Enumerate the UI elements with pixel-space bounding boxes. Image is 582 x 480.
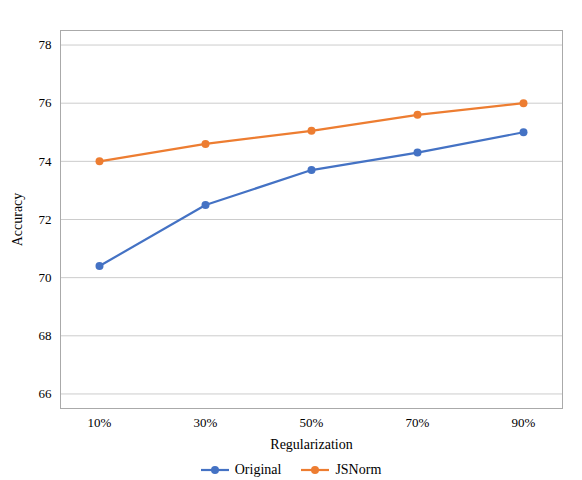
svg-text:70%: 70% <box>406 415 430 430</box>
svg-text:Accuracy: Accuracy <box>10 193 25 247</box>
svg-text:50%: 50% <box>300 415 324 430</box>
svg-text:Regularization: Regularization <box>270 437 352 452</box>
svg-text:70: 70 <box>39 270 52 285</box>
html-text:JSNorm: JSNorm <box>335 462 382 477</box>
svg-text:30%: 30% <box>194 415 218 430</box>
svg-text:78: 78 <box>39 37 52 52</box>
svg-text:72: 72 <box>39 212 52 227</box>
svg-text:66: 66 <box>39 386 53 401</box>
svg-text:90%: 90% <box>512 415 536 430</box>
svg-text:74: 74 <box>39 154 53 169</box>
svg-text:10%: 10% <box>88 415 112 430</box>
svg-text:76: 76 <box>39 95 53 110</box>
html-text:Original: Original <box>234 462 282 477</box>
svg-text:68: 68 <box>39 328 52 343</box>
